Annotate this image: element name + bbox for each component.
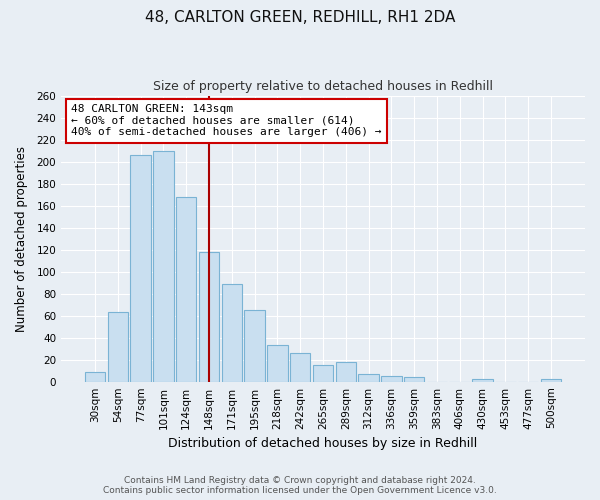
Text: Contains HM Land Registry data © Crown copyright and database right 2024.
Contai: Contains HM Land Registry data © Crown c… [103, 476, 497, 495]
Bar [404, 378, 424, 382]
Bar [85, 372, 105, 382]
Bar [290, 353, 310, 382]
Title: Size of property relative to detached houses in Redhill: Size of property relative to detached ho… [153, 80, 493, 93]
Bar [541, 380, 561, 382]
Bar [153, 150, 173, 382]
Bar [221, 284, 242, 382]
Text: 48, CARLTON GREEN, REDHILL, RH1 2DA: 48, CARLTON GREEN, REDHILL, RH1 2DA [145, 10, 455, 25]
Bar [244, 310, 265, 382]
Bar [472, 380, 493, 382]
Bar [107, 312, 128, 382]
Bar [267, 346, 287, 382]
Bar [176, 197, 196, 382]
Bar [130, 155, 151, 382]
Bar [358, 374, 379, 382]
Bar [313, 365, 333, 382]
Bar [335, 362, 356, 382]
Y-axis label: Number of detached properties: Number of detached properties [15, 146, 28, 332]
Bar [381, 376, 401, 382]
Text: 48 CARLTON GREEN: 143sqm
← 60% of detached houses are smaller (614)
40% of semi-: 48 CARLTON GREEN: 143sqm ← 60% of detach… [71, 104, 382, 138]
X-axis label: Distribution of detached houses by size in Redhill: Distribution of detached houses by size … [169, 437, 478, 450]
Bar [199, 252, 219, 382]
